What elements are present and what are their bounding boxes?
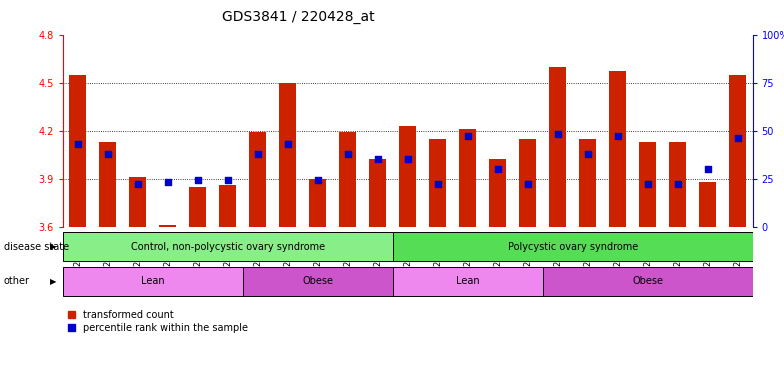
Bar bbox=[699, 182, 716, 227]
Text: GDS3841 / 220428_at: GDS3841 / 220428_at bbox=[222, 10, 374, 23]
Text: Polycystic ovary syndrome: Polycystic ovary syndrome bbox=[507, 242, 638, 252]
FancyBboxPatch shape bbox=[393, 232, 753, 262]
Point bbox=[101, 151, 114, 157]
Point bbox=[311, 177, 324, 184]
Bar bbox=[220, 185, 236, 227]
Bar bbox=[640, 142, 656, 227]
Bar bbox=[339, 132, 356, 227]
Bar bbox=[159, 225, 176, 227]
Point bbox=[281, 141, 294, 147]
Point bbox=[731, 135, 744, 141]
FancyBboxPatch shape bbox=[543, 266, 753, 296]
Bar bbox=[70, 74, 86, 227]
Bar bbox=[129, 177, 146, 227]
Point bbox=[521, 181, 534, 187]
Legend: transformed count, percentile rank within the sample: transformed count, percentile rank withi… bbox=[67, 310, 249, 333]
Bar bbox=[430, 139, 446, 227]
Bar bbox=[249, 132, 266, 227]
Bar bbox=[279, 83, 296, 227]
FancyBboxPatch shape bbox=[393, 266, 543, 296]
Point bbox=[221, 177, 234, 184]
Bar bbox=[550, 66, 566, 227]
Text: Lean: Lean bbox=[456, 276, 480, 286]
Point bbox=[492, 166, 504, 172]
Bar bbox=[609, 71, 626, 227]
Point bbox=[401, 156, 414, 162]
Bar bbox=[579, 139, 596, 227]
FancyBboxPatch shape bbox=[63, 266, 243, 296]
Point bbox=[341, 151, 354, 157]
Point bbox=[582, 151, 594, 157]
Text: Obese: Obese bbox=[632, 276, 663, 286]
Text: ▶: ▶ bbox=[50, 277, 56, 286]
Bar bbox=[670, 142, 686, 227]
Text: disease state: disease state bbox=[4, 242, 69, 252]
Text: other: other bbox=[4, 276, 30, 286]
Point bbox=[641, 181, 654, 187]
Text: ▶: ▶ bbox=[50, 242, 56, 251]
Bar bbox=[729, 74, 746, 227]
Point bbox=[372, 156, 384, 162]
Text: Obese: Obese bbox=[302, 276, 333, 286]
Bar bbox=[489, 159, 506, 227]
Bar bbox=[310, 179, 326, 227]
Bar bbox=[369, 159, 386, 227]
Bar bbox=[399, 126, 416, 227]
Point bbox=[431, 181, 444, 187]
Point bbox=[252, 151, 264, 157]
Bar bbox=[459, 129, 476, 227]
Text: Control, non-polycystic ovary syndrome: Control, non-polycystic ovary syndrome bbox=[131, 242, 325, 252]
FancyBboxPatch shape bbox=[243, 266, 393, 296]
Bar bbox=[190, 187, 206, 227]
Point bbox=[702, 166, 714, 172]
Point bbox=[71, 141, 84, 147]
Point bbox=[671, 181, 684, 187]
Point bbox=[132, 181, 144, 187]
Point bbox=[612, 133, 624, 139]
Point bbox=[551, 131, 564, 137]
Bar bbox=[520, 139, 536, 227]
Point bbox=[162, 179, 174, 185]
Bar bbox=[100, 142, 116, 227]
FancyBboxPatch shape bbox=[63, 232, 393, 262]
Point bbox=[462, 133, 474, 139]
Point bbox=[191, 177, 204, 184]
Text: Lean: Lean bbox=[141, 276, 165, 286]
